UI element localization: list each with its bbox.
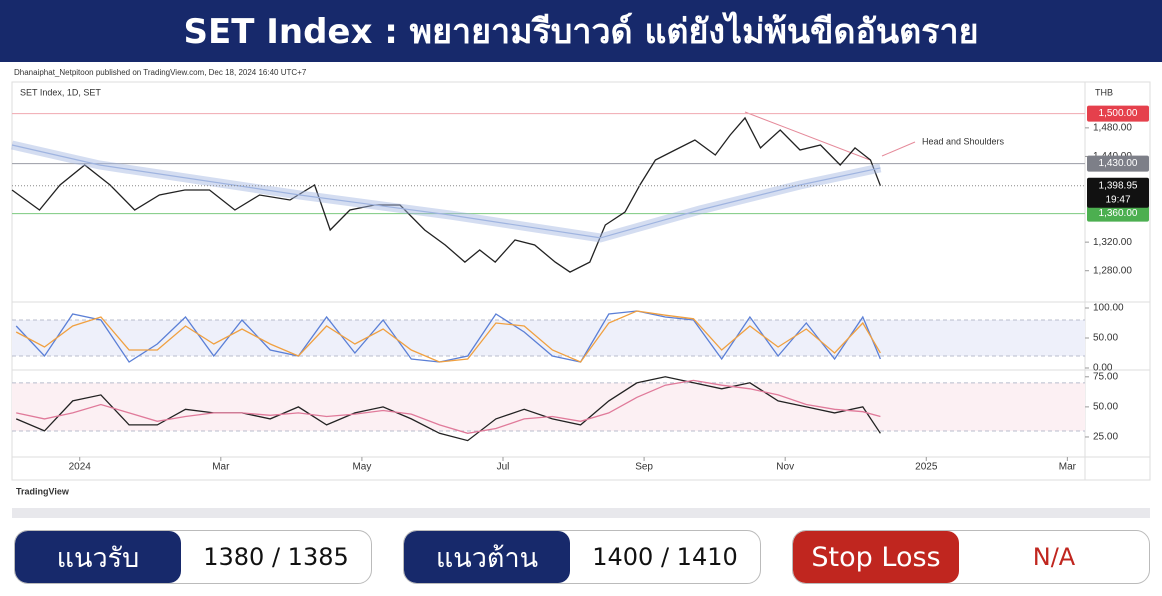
- trend-line: [744, 111, 871, 161]
- last-price-box: [1087, 177, 1149, 208]
- x-tick-label: Mar: [1059, 462, 1077, 473]
- series-line: [15, 310, 881, 363]
- level-label-box: [1087, 155, 1149, 172]
- x-tick-label: May: [352, 462, 371, 473]
- level-label-box: [1087, 205, 1149, 222]
- divider-strip: [12, 508, 1150, 518]
- y-tick-label: 50.00: [1093, 402, 1118, 413]
- y-tick-label: 50.00: [1093, 333, 1118, 344]
- y-tick-label: 75.00: [1093, 371, 1118, 382]
- level-name: แนวรับ: [15, 531, 181, 583]
- level-value: 1400 / 1410: [592, 543, 738, 571]
- level-box: แนวรับ 1380 / 1385: [14, 530, 372, 584]
- currency: THB: [1095, 87, 1113, 97]
- chart: 1,280.001,320.001,440.001,480.001,500.00…: [10, 68, 1151, 496]
- annotation: Head and Shoulders: [922, 136, 1005, 146]
- level-name: แนวต้าน: [404, 531, 570, 583]
- countdown: 19:47: [1105, 194, 1130, 205]
- level-box: Stop Loss N/A: [792, 530, 1150, 584]
- x-tick-label: Mar: [212, 462, 230, 473]
- logo: TradingView: [16, 486, 70, 496]
- attribution: Dhanaiphat_Netpitoon published on Tradin…: [14, 68, 307, 77]
- y-tick-label: 100.00: [1093, 303, 1124, 314]
- x-tick-label: Sep: [635, 462, 653, 473]
- band: [12, 320, 1085, 356]
- series-line: [11, 144, 881, 239]
- x-tick-label: Jul: [497, 462, 510, 473]
- y-tick-label: 1,480.00: [1093, 122, 1132, 133]
- level-label: 1,500.00: [1099, 108, 1138, 119]
- level-label-box: [1087, 105, 1149, 122]
- series-line: [15, 376, 881, 442]
- y-tick-label: 0.00: [1093, 363, 1113, 374]
- level-label: 1,430.00: [1099, 158, 1138, 169]
- y-tick-label: 1,280.00: [1093, 265, 1132, 276]
- series-line: [15, 310, 881, 363]
- level-value: N/A: [1032, 543, 1076, 571]
- x-tick-label: 2025: [915, 462, 938, 473]
- x-tick-label: Nov: [776, 462, 794, 473]
- annotation-arrow: [881, 141, 916, 157]
- level-box: แนวต้าน 1400 / 1410: [403, 530, 761, 584]
- series-line: [11, 116, 882, 273]
- last-price-label: 1,398.95: [1099, 180, 1138, 191]
- y-tick-label: 25.00: [1093, 432, 1118, 443]
- level-label: 1,360.00: [1099, 208, 1138, 219]
- level-value: 1380 / 1385: [203, 543, 349, 571]
- band: [12, 382, 1085, 431]
- header-title: SET Index : พยายามรีบาวด์ แต่ยังไม่พ้นขี…: [0, 0, 1162, 62]
- x-tick-label: 2024: [69, 462, 92, 473]
- symbol-info: SET Index, 1D, SET: [20, 87, 101, 97]
- level-name: Stop Loss: [793, 531, 959, 583]
- series-line: [16, 379, 881, 434]
- y-tick-label: 1,320.00: [1093, 237, 1132, 248]
